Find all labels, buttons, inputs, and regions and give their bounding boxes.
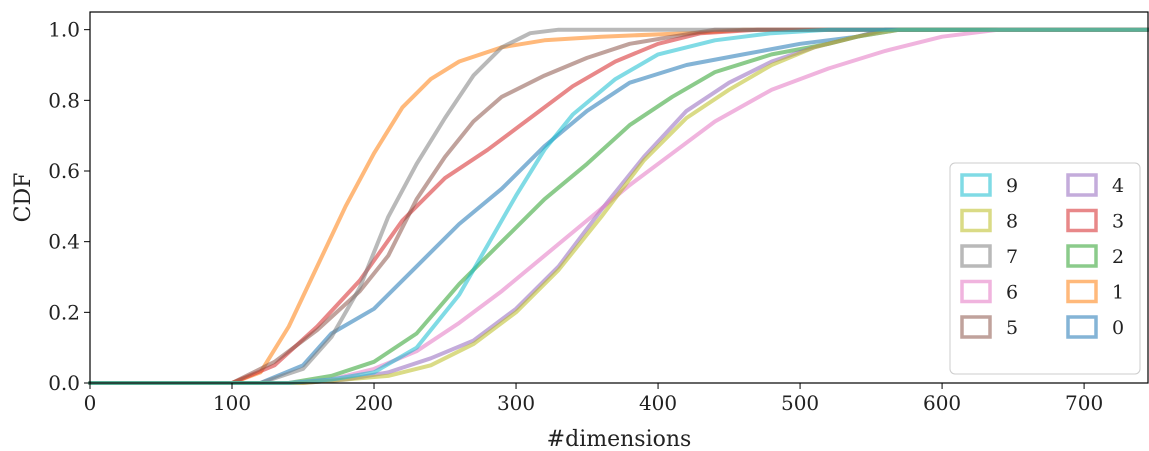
series-line-6 [88,27,1149,385]
legend: 9 8 7 6 5 4 3 2 1 0 [949,162,1141,375]
series-line-0 [88,27,1149,385]
y-tick-label: 0.0 [48,371,80,395]
legend-label-4: 4 [1112,175,1124,197]
legend-label-2: 2 [1112,246,1124,268]
x-tick-label: 700 [1065,391,1103,415]
legend-label-1: 1 [1112,282,1124,304]
y-tick-label: 0.2 [48,300,80,324]
y-tick-label: 0.8 [48,88,80,112]
series-line-7 [88,27,1149,385]
series-line-1 [88,27,1149,385]
x-tick-label: 600 [923,391,961,415]
x-tick-label: 300 [497,391,535,415]
y-tick-label: 1.0 [48,18,80,42]
legend-swatch-0 [1066,315,1098,339]
legend-label-6: 6 [1006,282,1018,304]
series-line-2 [88,27,1149,385]
series-line-9 [88,27,1149,385]
y-tick-label: 0.6 [48,159,80,183]
x-tick-label: 400 [639,391,677,415]
legend-label-3: 3 [1112,211,1124,233]
legend-swatch-2 [1066,244,1098,268]
legend-label-0: 0 [1112,317,1124,339]
y-axis-label: CDF [11,173,36,223]
series-line-5 [88,27,1149,385]
x-tick-label: 100 [213,391,251,415]
legend-swatch-4 [1066,173,1098,197]
legend-label-5: 5 [1006,317,1018,339]
y-axis: 0.0 0.2 0.4 0.6 0.8 1.0 [48,18,90,395]
legend-swatch-1 [1066,279,1098,304]
legend-swatch-5 [960,315,992,339]
series-layer [88,27,1149,385]
legend-label-9: 9 [1006,175,1018,197]
legend-swatch-9 [960,173,992,197]
x-tick-label: 500 [781,391,819,415]
x-axis-label: #dimensions [547,427,692,451]
plot-frame [89,11,1149,384]
legend-swatch-7 [960,244,992,268]
legend-swatch-6 [960,279,992,304]
x-tick-label: 200 [355,391,393,415]
legend-swatch-3 [1066,208,1098,233]
y-tick-label: 0.4 [48,230,80,254]
legend-label-8: 8 [1006,211,1018,233]
series-line-8 [88,27,1149,385]
x-axis: 0 100 200 300 400 500 600 700 [84,383,1103,415]
legend-label-7: 7 [1006,246,1018,268]
legend-box [949,162,1141,375]
x-tick-label: 0 [84,391,97,415]
legend-swatch-8 [960,208,992,233]
